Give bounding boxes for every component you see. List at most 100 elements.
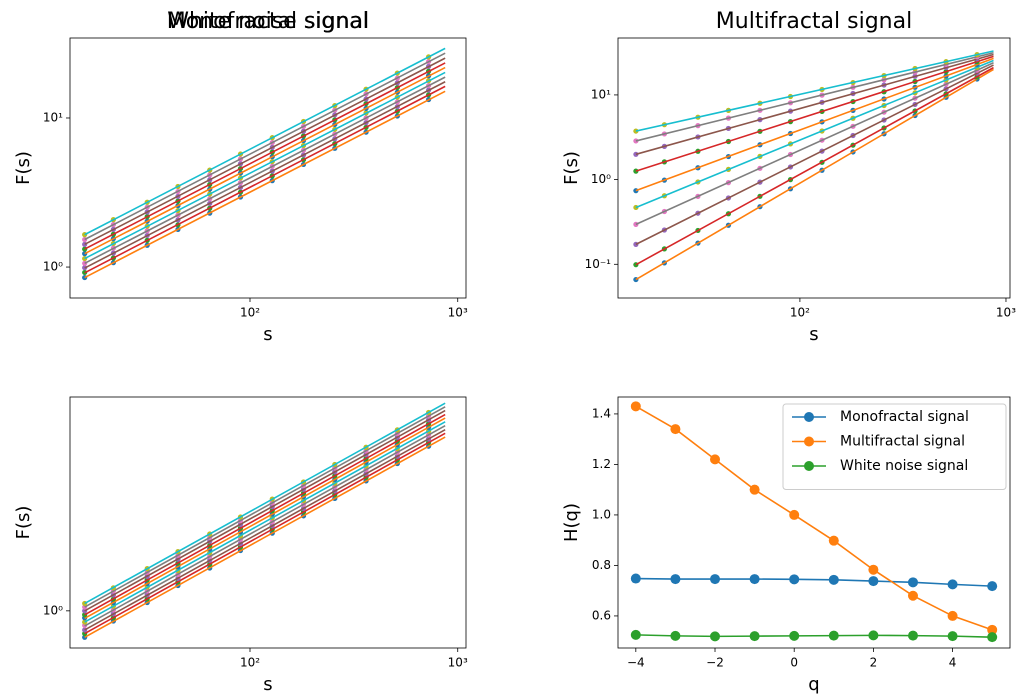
marker [630, 573, 641, 584]
marker [710, 631, 721, 642]
legend-marker [804, 436, 814, 447]
subplot: 10² 10³ 10⁰ White noise signal s F(s) [13, 9, 468, 695]
y-tick-label: 10¹ [43, 110, 63, 124]
fit-line [84, 413, 446, 616]
series-line [635, 634, 993, 638]
fit-line [84, 90, 446, 279]
x-tick-label: 10² [790, 306, 810, 320]
fit-line [84, 402, 446, 605]
marker [828, 630, 839, 641]
legend-label: White noise signal [840, 458, 968, 474]
fit-line [635, 66, 994, 266]
legend-box [782, 403, 1007, 490]
y-tick-label: 10¹ [591, 87, 611, 101]
fit-line [84, 425, 446, 627]
y-tick-label: 0.8 [592, 558, 611, 572]
fit-line [84, 62, 446, 250]
fit-line [84, 71, 446, 260]
fit-line [635, 68, 994, 281]
y-axis-label: H(q) [561, 503, 582, 542]
marker [749, 631, 760, 642]
marker [987, 624, 998, 635]
fit-line [635, 50, 994, 132]
data-layer [82, 47, 446, 281]
y-tick-label: 10⁰ [43, 260, 63, 274]
x-tick-label: 10³ [448, 306, 468, 320]
marker [828, 535, 839, 546]
marker [670, 424, 681, 435]
subplot: 10² 10³ 10⁰ 10¹ Monofractal signal s F(s) [13, 9, 468, 345]
marker [947, 579, 958, 590]
legend-label: Multifractal signal [840, 434, 965, 450]
y-tick-label: 10⁻¹ [585, 257, 612, 271]
marker [987, 581, 998, 592]
fit-line [84, 52, 446, 241]
plot-frame [617, 37, 1011, 299]
marker [630, 629, 641, 640]
fit-line [84, 429, 446, 631]
fit-line [84, 85, 446, 274]
plot-frame [617, 396, 1011, 649]
x-axis-label: s [263, 674, 272, 695]
fit-line [635, 64, 994, 246]
marker [947, 610, 958, 621]
x-tick-label: 4 [949, 656, 957, 670]
subplot: −4 −2 0 2 4 0.6 0.8 1.0 1.2 1.4 q H(q) Monofractal s… [561, 396, 1011, 695]
marker [749, 574, 760, 585]
marker [789, 509, 800, 520]
marker [987, 632, 998, 643]
marker [907, 630, 918, 641]
x-tick-label: 10³ [996, 306, 1016, 320]
plot-frame [69, 37, 467, 299]
fit-line [635, 57, 994, 192]
marker [907, 590, 918, 601]
x-tick-label: 2 [870, 656, 878, 670]
fit-line [84, 57, 446, 246]
fit-line [84, 409, 446, 612]
data-layer [633, 50, 994, 283]
subplot: 10² 10³ 10⁻¹ 10⁰ 10¹ Multifractal signal s F(s) [561, 9, 1016, 345]
marker [947, 631, 958, 642]
legend-marker [804, 412, 814, 422]
marker [710, 574, 721, 585]
subplot-title: White noise signal [167, 9, 369, 34]
fit-line [84, 47, 446, 236]
marker [868, 630, 879, 641]
marker [868, 564, 879, 575]
legend-marker [804, 461, 814, 471]
series-line [635, 405, 993, 631]
marker [710, 454, 721, 465]
marker [907, 577, 918, 588]
x-axis-label: q [808, 674, 819, 695]
fit-line [84, 81, 446, 269]
data-layer [630, 401, 998, 643]
y-tick-label: 10⁰ [591, 172, 611, 186]
fit-line [635, 51, 994, 142]
plot-area [70, 397, 466, 648]
x-tick-label: −2 [706, 656, 724, 670]
marker [828, 574, 839, 585]
fit-line [84, 421, 446, 623]
fit-line [84, 76, 446, 264]
plot-area [618, 38, 1010, 298]
legend-label: Monofractal signal [840, 409, 969, 425]
y-tick-label: 1.4 [592, 406, 611, 420]
fit-line [635, 61, 994, 226]
marker [749, 484, 760, 495]
plot-frame [69, 396, 467, 649]
x-axis-label: s [809, 324, 818, 345]
fit-line [635, 53, 994, 156]
subplot-title: Multifractal signal [716, 9, 912, 34]
x-tick-label: 10³ [448, 656, 468, 670]
y-axis-label: F(s) [561, 151, 582, 185]
marker [789, 630, 800, 641]
y-axis-label: F(s) [13, 506, 34, 540]
y-tick-label: 10⁰ [43, 603, 63, 617]
x-tick-label: 10² [240, 306, 260, 320]
marker [789, 574, 800, 585]
x-tick-label: 10² [240, 656, 260, 670]
y-tick-label: 1.2 [592, 457, 611, 471]
marker [670, 574, 681, 585]
y-axis-label: F(s) [13, 151, 34, 185]
